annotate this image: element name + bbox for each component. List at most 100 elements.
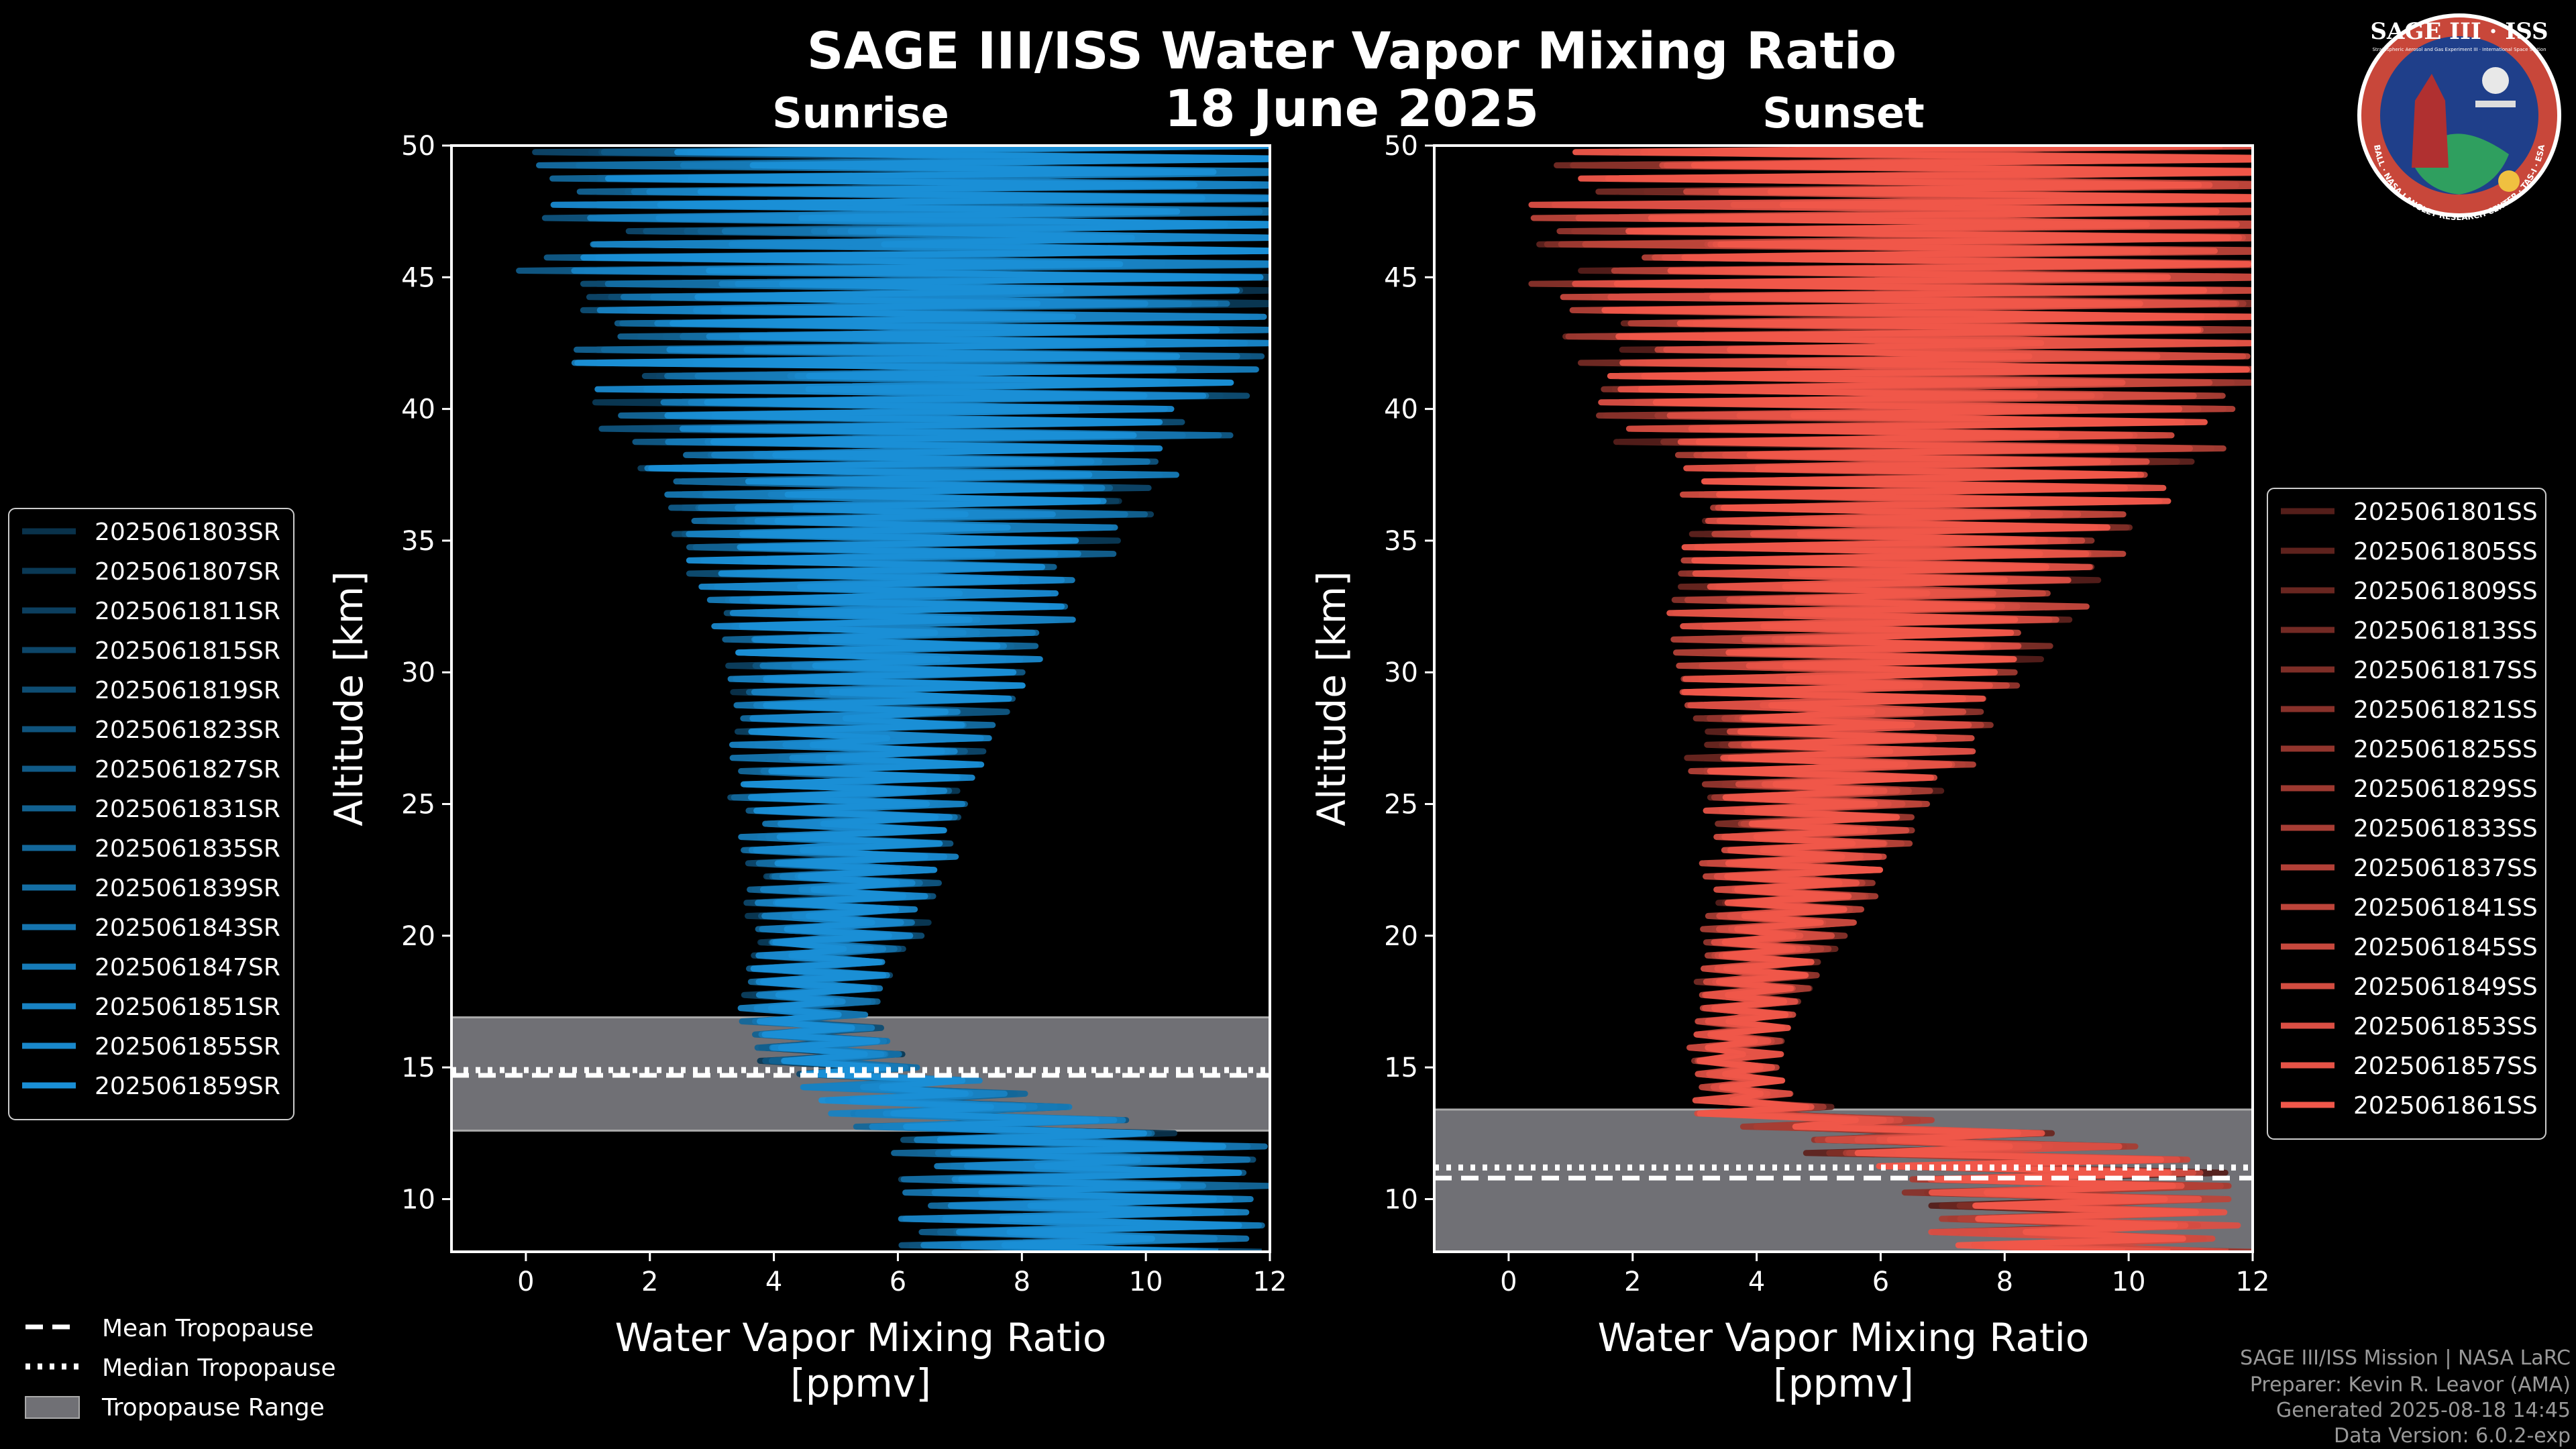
x-tick-label: 4 — [1748, 1267, 1765, 1297]
x-tick-label: 6 — [1872, 1267, 1889, 1297]
legend-entry: 2025061853SS — [2353, 1013, 2538, 1040]
x-tick-label: 2 — [1624, 1267, 1641, 1297]
legend-entry: 2025061819SR — [95, 677, 280, 704]
legend-entry: 2025061839SR — [95, 875, 280, 902]
tropopause-legend: Mean Tropopause Median Tropopause Tropop… — [25, 1315, 336, 1421]
credits: SAGE III/ISS Mission | NASA LaRC Prepare… — [2240, 1346, 2571, 1448]
x-tick-label: 2 — [641, 1267, 658, 1297]
mean-tropopause-label: Mean Tropopause — [102, 1315, 314, 1342]
y-tick-label: 25 — [1384, 790, 1418, 820]
y-tick-label: 10 — [1384, 1184, 1418, 1215]
legend-entry: 2025061805SS — [2353, 538, 2538, 566]
y-tick-label: 40 — [1384, 394, 1418, 425]
x-tick-label: 12 — [1253, 1267, 1287, 1297]
x-axis-label: [ppmv] — [790, 1360, 931, 1406]
x-tick-label: 4 — [765, 1267, 782, 1297]
sunset-legend: 2025061801SS 2025061805SS 2025061809SS 2025… — [2267, 488, 2546, 1140]
plot-frame — [450, 144, 1271, 1253]
legend-entry: 2025061845SS — [2353, 934, 2538, 961]
x-axis-label: [ppmv] — [1773, 1360, 1914, 1406]
legend-entry: 2025061821SS — [2353, 696, 2538, 724]
legend-entry: 2025061841SS — [2353, 894, 2538, 922]
x-axis-label: Water Vapor Mixing Ratio — [615, 1315, 1107, 1360]
legend-entry: 2025061825SS — [2353, 736, 2538, 763]
plot-area — [1434, 146, 2253, 1252]
x-tick-label: 8 — [1996, 1267, 2013, 1297]
plot-area — [451, 146, 1270, 1252]
y-tick-label: 20 — [401, 921, 435, 952]
x-axis-label: Water Vapor Mixing Ratio — [1598, 1315, 2090, 1360]
legend-entry: 2025061859SR — [95, 1073, 280, 1100]
legend-entry: 2025061807SR — [95, 558, 280, 586]
logo-title: SAGE III · ISS — [2370, 18, 2548, 45]
y-tick-label: 45 — [401, 262, 435, 293]
y-tick-label: 30 — [401, 657, 435, 688]
legend-entry: 2025061833SS — [2353, 815, 2538, 843]
legend-entry: 2025061829SS — [2353, 775, 2538, 803]
legend-entry: 2025061835SR — [95, 835, 280, 863]
sunrise-panel: 0 2 4 6 8 10 12 10 15 20 25 30 35 40 45 50 Water Vapor M… — [326, 131, 1287, 1406]
credit-line: SAGE III/ISS Mission | NASA LaRC — [2240, 1346, 2571, 1370]
legend-entry: 2025061827SR — [95, 756, 280, 784]
legend-entry: 2025061849SS — [2353, 973, 2538, 1001]
wizard-figure-icon — [2412, 74, 2449, 168]
legend-entry: 2025061817SS — [2353, 657, 2538, 684]
legend-box — [8, 508, 294, 1120]
logo-subtitle: Stratospheric Aerosol and Gas Experiment… — [2372, 47, 2546, 52]
figure-title: SAGE III/ISS Water Vapor Mixing Ratio — [807, 21, 1897, 80]
legend-entry: 2025061861SS — [2353, 1092, 2538, 1120]
tropopause-range-label: Tropopause Range — [101, 1394, 325, 1421]
x-tick-label: 12 — [2236, 1267, 2270, 1297]
moon-icon — [2482, 67, 2509, 94]
sunset-panel: 0 2 4 6 8 10 12 10 15 20 25 30 35 40 45 50 Water Vapor M… — [1309, 131, 2270, 1406]
legend-entry: 2025061855SR — [95, 1033, 280, 1061]
x-tick-label: 10 — [1129, 1267, 1163, 1297]
y-axis-label: Altitude [km] — [326, 571, 372, 826]
sage-iii-iss-logo: SAGE III · ISS Stratospheric Aerosol and… — [2357, 13, 2561, 222]
sunset-panel-title: Sunset — [1762, 89, 1925, 138]
profile-line-2025061861SS — [1572, 146, 2253, 1252]
plot-frame — [1433, 144, 2254, 1253]
legend-box — [2267, 488, 2546, 1140]
sunrise-legend: 2025061803SR 2025061807SR 2025061811SR 2025… — [8, 508, 294, 1120]
y-tick-label: 30 — [1384, 657, 1418, 688]
y-tick-label: 50 — [401, 131, 435, 162]
y-tick-label: 40 — [401, 394, 435, 425]
y-axis-label: Altitude [km] — [1309, 571, 1354, 826]
legend-entry: 2025061847SR — [95, 954, 280, 981]
x-tick-label: 6 — [890, 1267, 906, 1297]
sunrise-panel-title: Sunrise — [772, 89, 949, 138]
legend-entry: 2025061843SR — [95, 914, 280, 942]
credit-line: Preparer: Kevin R. Leavor (AMA) — [2250, 1373, 2571, 1397]
x-tick-label: 10 — [2112, 1267, 2146, 1297]
credit-line: Data Version: 6.0.2-exp — [2334, 1424, 2571, 1448]
legend-entry: 2025061813SS — [2353, 617, 2538, 645]
legend-entry: 2025061811SR — [95, 598, 280, 625]
credit-line: Generated 2025-08-18 14:45 — [2276, 1399, 2571, 1422]
legend-entry: 2025061803SR — [95, 519, 280, 546]
figure-date: 18 June 2025 — [1165, 78, 1539, 138]
x-tick-label: 8 — [1014, 1267, 1030, 1297]
y-tick-label: 15 — [1384, 1053, 1418, 1083]
legend-entry: 2025061815SR — [95, 637, 280, 665]
legend-entry: 2025061851SR — [95, 994, 280, 1021]
sun-icon — [2498, 170, 2520, 192]
y-tick-label: 15 — [401, 1053, 435, 1083]
y-tick-label: 35 — [1384, 526, 1418, 557]
y-tick-label: 35 — [401, 526, 435, 557]
x-tick-label: 0 — [1500, 1267, 1517, 1297]
iss-icon — [2475, 101, 2516, 107]
legend-entry: 2025061831SR — [95, 796, 280, 823]
legend-entry: 2025061823SR — [95, 716, 280, 744]
legend-entry: 2025061809SS — [2353, 578, 2538, 605]
median-tropopause-label: Median Tropopause — [102, 1354, 336, 1382]
y-tick-label: 20 — [1384, 921, 1418, 952]
y-tick-label: 45 — [1384, 262, 1418, 293]
y-tick-label: 25 — [401, 790, 435, 820]
legend-entry: 2025061837SS — [2353, 855, 2538, 882]
legend-entry: 2025061801SS — [2353, 498, 2538, 526]
y-tick-label: 10 — [401, 1184, 435, 1215]
x-tick-label: 0 — [517, 1267, 534, 1297]
tropopause-range-swatch — [25, 1396, 80, 1419]
